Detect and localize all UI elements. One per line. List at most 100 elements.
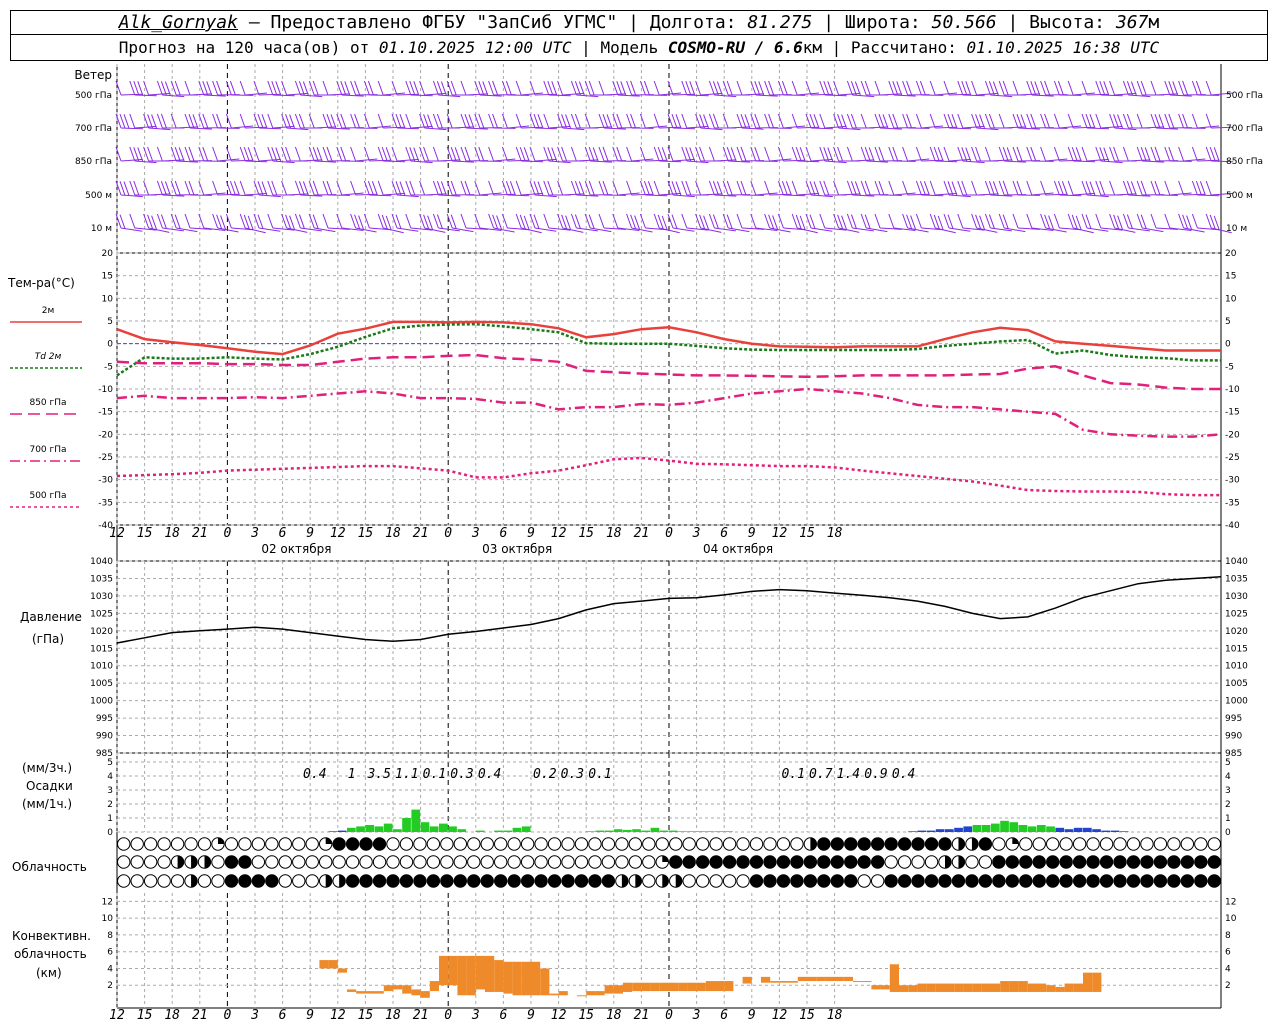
wind-barb-flag (612, 80, 619, 96)
wind-barb-flag (612, 113, 619, 129)
hour-label-mid: 15 (799, 526, 815, 541)
wind-barb-flag (754, 113, 761, 129)
wind-barb-flag (523, 147, 530, 162)
cloud-symbol (386, 855, 400, 869)
wind-barb-flag (754, 81, 761, 96)
cloud-symbol (197, 874, 212, 888)
day-label: 04 октября (703, 542, 773, 556)
hour-label-bottom: 21 (413, 1008, 429, 1023)
precip-bar (972, 825, 982, 832)
convective-ytick-left: 2 (107, 981, 113, 991)
cloud-symbol (157, 837, 171, 851)
wind-barb-flag (446, 113, 453, 129)
cloud-symbol (561, 837, 575, 851)
precip-bar (963, 826, 973, 832)
cloud-symbol (642, 874, 656, 888)
temperature-ytick-left: -15 (98, 408, 113, 418)
wind-barb-flag (744, 114, 751, 129)
wind-barb-flag (1164, 213, 1171, 229)
cloud-symbol (830, 837, 844, 851)
wind-barb-flag (860, 213, 867, 229)
pressure-ytick-right: 1040 (1225, 557, 1248, 567)
cloud-symbol (157, 874, 171, 888)
wind-barb-shaft (948, 93, 971, 96)
wind-barb-flag (156, 180, 163, 196)
wind-barb-shaft (314, 126, 337, 129)
precip-bar (917, 830, 927, 832)
wind-barb-flag (850, 214, 857, 229)
wind-barb-flag (1044, 80, 1051, 96)
wind-barb-shaft (534, 93, 557, 96)
wind-barb-flag (957, 113, 964, 129)
wind-barb-flag (850, 181, 857, 196)
wind-barb-shaft (935, 227, 956, 234)
hour-label-bottom: 3 (692, 1008, 701, 1023)
wind-barb-flag (1164, 80, 1171, 96)
wind-barb-flag (1140, 180, 1147, 196)
wind-barb-flag (612, 180, 619, 196)
wind-barb-flag (809, 214, 816, 229)
cloud-symbol (359, 855, 373, 869)
wind-barb-flag (1113, 214, 1120, 230)
wind-barb-flag (267, 113, 274, 129)
cloud-symbol (345, 855, 360, 869)
wind-barb-flag (432, 113, 439, 129)
cloud-symbol-fill (958, 837, 965, 851)
wind-barb-shaft (562, 92, 585, 96)
wind-barb-flag (602, 146, 609, 162)
pressure-ytick-right: 1020 (1225, 627, 1248, 637)
wind-barb-flag (1061, 181, 1068, 196)
wind-barb-flag (533, 214, 540, 229)
day-label: 03 октября (482, 542, 552, 556)
computed-time: 01.10.2025 16:38 UTC (966, 38, 1160, 57)
wind-barb-flag (565, 114, 572, 129)
temperature-ytick-right: -40 (1225, 521, 1240, 531)
wind-barb-flag (1012, 113, 1019, 129)
wind-barb-flag (915, 80, 922, 96)
temperature-ytick-right: -35 (1225, 498, 1240, 508)
wind-barb-shaft (1169, 227, 1192, 231)
cloud-title: Облачность (12, 860, 87, 874)
wind-barb-flag (657, 214, 664, 230)
hour-label-bottom: 6 (720, 1008, 728, 1023)
cloud-symbol (857, 874, 871, 888)
wind-barb-flag (689, 81, 696, 96)
wind-barb-flag (777, 180, 784, 196)
wind-barb-flag (933, 146, 940, 162)
convective-bar (577, 995, 587, 997)
wind-barb-flag (336, 180, 343, 196)
precip-bar (411, 809, 421, 832)
wind-barb-flag (1095, 113, 1102, 129)
cloud-symbol (453, 874, 468, 888)
hour-label-bottom: 3 (471, 1008, 480, 1023)
cloud-symbol (547, 837, 562, 851)
wind-barb-flag (399, 181, 406, 196)
cloud-symbol (682, 837, 696, 851)
cloud-symbol (399, 855, 414, 869)
cloud-symbol (628, 855, 643, 869)
cloud-symbol (1059, 874, 1073, 888)
wind-barb-flag (454, 147, 461, 162)
cloud-symbol (911, 837, 925, 851)
wind-barb-flag (965, 147, 972, 162)
wind-barb-flag (837, 114, 844, 129)
wind-barb-flag (170, 180, 177, 196)
wind-barb-flag (257, 181, 264, 196)
precip-bar (457, 829, 467, 832)
wind-barb-flag (1154, 114, 1161, 129)
wind-barb-flag (772, 215, 779, 230)
precip-bar (991, 823, 1000, 832)
wind-barb-flag (1136, 80, 1143, 96)
pressure-ytick-right: 1030 (1225, 592, 1248, 602)
wind-barb-flag (515, 180, 522, 196)
precip-bar (604, 830, 614, 832)
cloud-symbol-fill (662, 874, 669, 888)
wind-barb-flag (1103, 147, 1110, 162)
cloud-symbol (722, 837, 737, 851)
wind-barb-shaft (176, 126, 199, 129)
wind-barb-flag (874, 213, 881, 229)
wind-barb-flag (253, 146, 260, 162)
convective-bar (788, 981, 798, 983)
wind-barb-flag (363, 146, 370, 162)
convective-bar (356, 991, 366, 994)
